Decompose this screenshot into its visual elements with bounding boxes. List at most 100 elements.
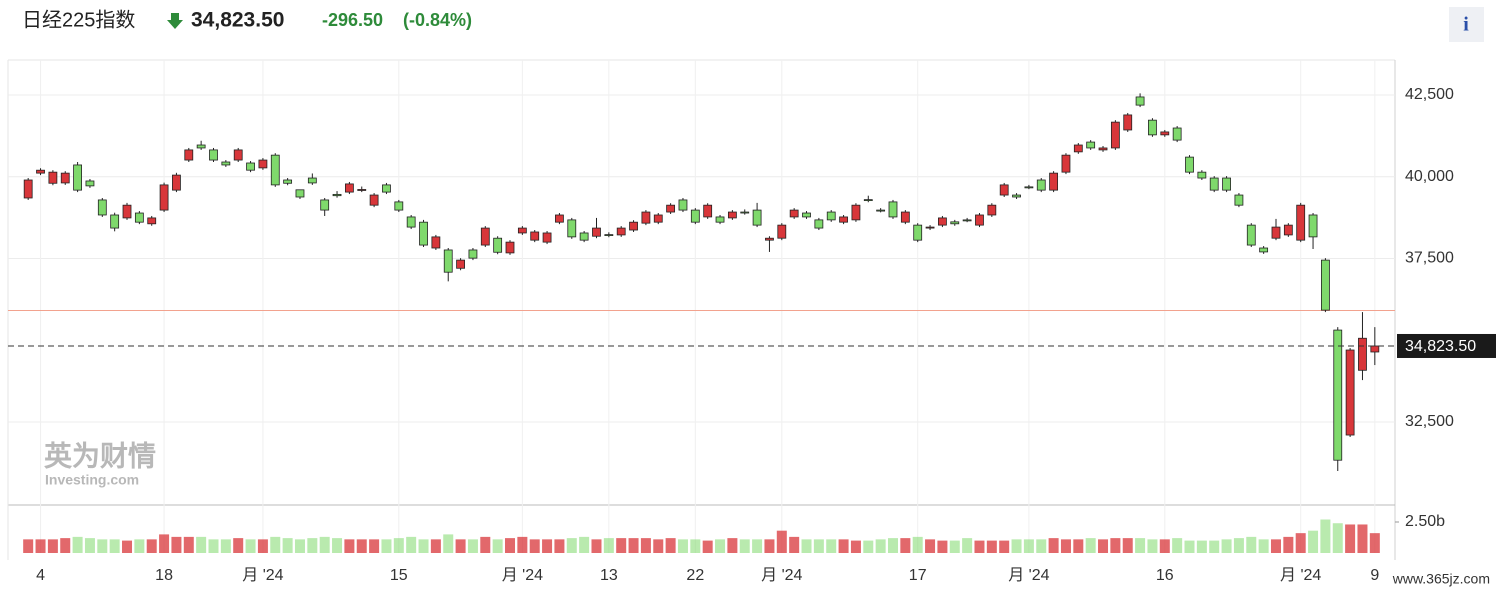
- candle-body: [196, 144, 206, 149]
- volume-bar: [171, 536, 182, 553]
- candle-body: [678, 199, 688, 211]
- candle-body: [863, 199, 873, 202]
- volume-bar: [1233, 538, 1244, 553]
- candle-body: [246, 162, 255, 171]
- volume-bar: [789, 536, 800, 553]
- y-tick-label: 37,500: [1405, 250, 1454, 267]
- candle-body: [1012, 194, 1021, 198]
- x-tick-label: 4: [36, 567, 45, 584]
- volume-bar: [122, 540, 133, 553]
- volume-bar: [974, 540, 985, 553]
- volume-bar: [838, 539, 849, 553]
- candle-body: [1296, 204, 1306, 241]
- volume-bar: [1184, 540, 1195, 553]
- candle-body: [888, 201, 898, 218]
- candle-body: [777, 224, 787, 239]
- candle-body: [1222, 177, 1231, 191]
- candle-body: [209, 149, 218, 161]
- volume-bar: [505, 538, 516, 553]
- volume-bar: [1320, 519, 1331, 553]
- candle-body: [221, 161, 231, 166]
- volume-bar: [900, 538, 911, 553]
- candle-body: [1246, 224, 1256, 246]
- info-icon[interactable]: i: [1463, 14, 1469, 36]
- volume-bar: [1098, 539, 1109, 553]
- watermark-site: Investing.com: [45, 472, 139, 488]
- volume-bar: [344, 539, 355, 553]
- volume-bar: [1221, 539, 1232, 553]
- volume-bar: [492, 539, 503, 553]
- candle-body: [60, 172, 70, 184]
- volume-bar: [1147, 539, 1158, 553]
- volume-bar: [542, 539, 553, 553]
- candle-body: [1110, 121, 1120, 149]
- info-button[interactable]: [1449, 7, 1484, 42]
- volume-bar: [84, 538, 95, 553]
- candle-body: [592, 227, 601, 237]
- down-arrow: [167, 13, 183, 29]
- candle-body: [147, 217, 157, 225]
- volume-bar: [1060, 539, 1071, 553]
- volume-bar: [727, 538, 738, 553]
- volume-bar: [628, 538, 639, 553]
- volume-bar: [1073, 539, 1084, 553]
- candle-body: [369, 194, 379, 206]
- x-tick-label: 18: [155, 567, 173, 584]
- candle-body: [468, 249, 478, 259]
- candle-body: [85, 180, 95, 187]
- volume-bar: [665, 538, 676, 553]
- volume-bar: [1332, 523, 1343, 553]
- candle-body: [443, 249, 453, 273]
- volume-tick-label: 2.50b: [1405, 513, 1445, 530]
- price: 34,823.50: [191, 9, 284, 32]
- x-tick-label: 9: [1370, 567, 1379, 584]
- volume-bar: [72, 536, 83, 553]
- volume-bar: [1159, 539, 1170, 553]
- candle-body: [1098, 147, 1108, 151]
- volume-bar: [480, 536, 491, 553]
- candle-body: [344, 183, 354, 193]
- candle-body: [480, 227, 490, 246]
- volume-bar: [381, 539, 392, 553]
- volume-bar: [257, 539, 268, 553]
- candle-body: [283, 179, 293, 184]
- candle-body: [1321, 259, 1330, 311]
- volume-bar: [752, 539, 763, 553]
- candle-body: [1333, 329, 1343, 461]
- candle-body: [653, 214, 663, 223]
- volume-bar: [1023, 539, 1034, 553]
- change: -296.50: [322, 10, 383, 30]
- volume-bar: [307, 538, 318, 553]
- candle-body: [419, 221, 428, 246]
- volume-bar: [739, 539, 750, 553]
- volume-bar: [937, 540, 948, 553]
- candle-body: [406, 216, 416, 228]
- volume-bar: [109, 539, 120, 553]
- candle-body: [542, 232, 552, 243]
- volume-bar: [1357, 524, 1368, 553]
- volume-bar: [887, 538, 898, 553]
- candle-body: [715, 216, 725, 223]
- candle-body: [999, 184, 1009, 196]
- volume-bar: [455, 539, 466, 553]
- candle-body: [1370, 345, 1380, 353]
- candle-body: [616, 227, 626, 236]
- title: 日经225指数: [22, 8, 135, 31]
- candle-body: [1036, 179, 1046, 191]
- candle-body: [851, 204, 861, 221]
- candle-body: [1345, 349, 1355, 436]
- volume-bar: [690, 539, 701, 553]
- volume-bar: [443, 534, 454, 553]
- volume-bar: [393, 538, 404, 553]
- candle-body: [1024, 186, 1034, 189]
- candle-body: [73, 164, 82, 191]
- x-tick-label: 13: [600, 567, 618, 584]
- candle-body: [382, 184, 391, 193]
- candle-body: [925, 226, 935, 229]
- volume-bar: [813, 539, 824, 553]
- last-price-label: 34,823.50: [1405, 338, 1476, 355]
- candle-body: [48, 171, 58, 184]
- volume-bar: [925, 539, 936, 553]
- volume-bar: [591, 539, 602, 553]
